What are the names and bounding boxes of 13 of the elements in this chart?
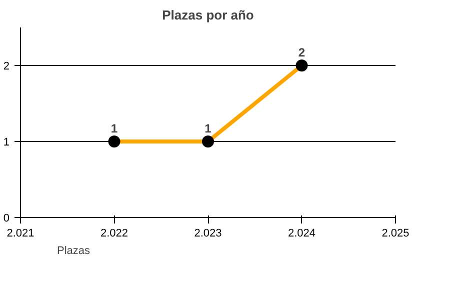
data-label: 1 bbox=[204, 122, 212, 136]
y-tick-label: 1 bbox=[3, 136, 10, 148]
x-tick-label: 2.024 bbox=[288, 228, 316, 240]
x-tick-label: 2.023 bbox=[194, 228, 222, 240]
data-label: 1 bbox=[110, 122, 118, 136]
x-tick-label: 2.022 bbox=[100, 228, 128, 240]
y-tick-label: 2 bbox=[3, 60, 10, 72]
x-tick-label: 2.021 bbox=[6, 228, 34, 240]
data-label: 2 bbox=[298, 46, 306, 60]
chart-title: Plazas por año bbox=[162, 8, 254, 22]
text: Plazas bbox=[57, 245, 90, 257]
y-tick-label: 0 bbox=[3, 212, 10, 224]
x-tick-label: 2.025 bbox=[382, 228, 410, 240]
